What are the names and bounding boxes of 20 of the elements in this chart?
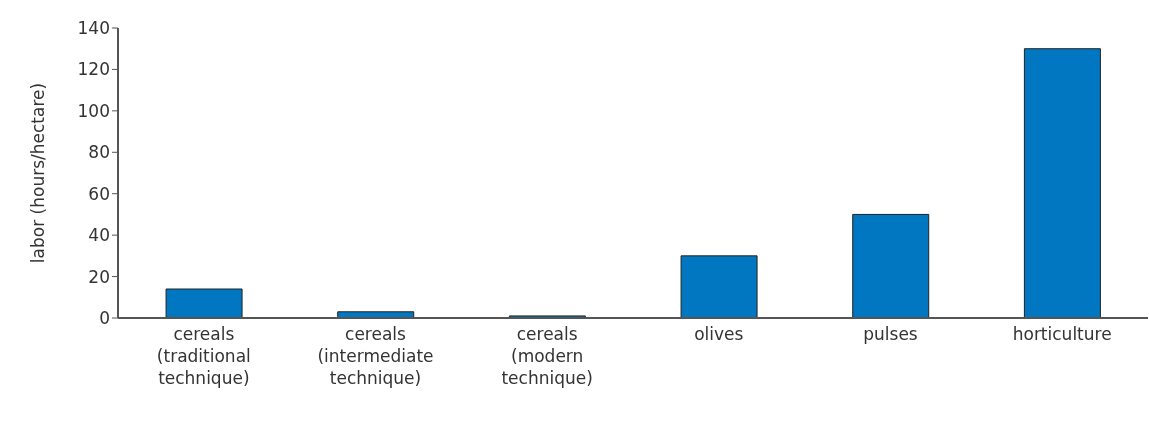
bar <box>680 255 758 318</box>
y-tick-label: 20 <box>88 266 110 287</box>
y-tick-label: 140 <box>77 18 110 39</box>
bar <box>165 288 243 318</box>
y-tick-label: 80 <box>88 142 110 163</box>
x-tick-label: olives <box>694 324 744 344</box>
y-tick-label: 0 <box>99 308 110 329</box>
y-tick-label: 40 <box>88 225 110 246</box>
x-tick-label: cereals (traditional technique) <box>156 324 251 388</box>
x-tick-label: cereals (modern technique) <box>501 324 593 388</box>
x-tick-label: horticulture <box>1012 324 1112 344</box>
bar <box>852 213 930 318</box>
y-tick-label: 60 <box>88 183 110 204</box>
y-axis-title: labor (hours/hectare) <box>28 82 49 264</box>
bar <box>337 311 415 318</box>
y-tick-label: 120 <box>77 59 110 80</box>
x-tick-label: pulses <box>863 324 918 344</box>
bar <box>1023 48 1101 318</box>
x-tick-label: cereals (intermediate technique) <box>317 324 434 388</box>
y-tick-label: 100 <box>77 100 110 121</box>
